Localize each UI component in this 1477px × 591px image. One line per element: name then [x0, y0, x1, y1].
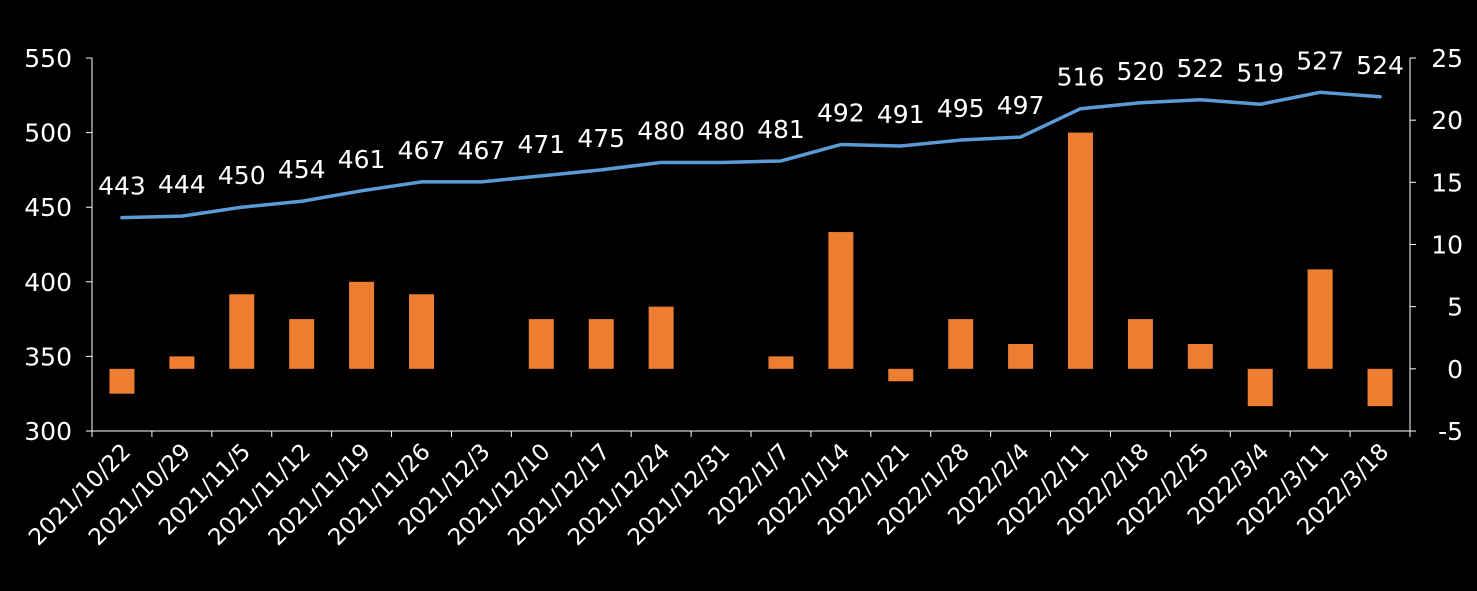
left-tick-400: 400 [24, 268, 72, 297]
bar-2021/11/12 [289, 319, 315, 369]
right-tick-15: 15 [1431, 168, 1463, 197]
data-label-2021/11/5: 450 [218, 161, 266, 190]
left-tick-450: 450 [24, 193, 72, 222]
bar-2022/3/11 [1307, 269, 1333, 369]
right-tick-10: 10 [1431, 231, 1463, 260]
data-label-2021/12/10: 471 [517, 130, 565, 159]
right-tick-20: 20 [1431, 106, 1463, 135]
data-label-2022/1/21: 491 [877, 100, 925, 129]
left-tick-350: 350 [24, 342, 72, 371]
right-tick-25: 25 [1431, 44, 1463, 73]
data-label-2022/2/18: 520 [1117, 57, 1165, 86]
bar-2022/3/4 [1247, 368, 1273, 407]
data-label-2022/3/18: 524 [1356, 51, 1404, 80]
data-label-2022/2/11: 516 [1057, 63, 1105, 92]
data-label-2021/11/26: 467 [398, 136, 446, 165]
bar-2021/12/10 [528, 319, 554, 369]
data-labels: 443 444 450 454 461 467 467 471 475 480 480 481 492 4… [98, 46, 1404, 200]
left-tick-550: 550 [24, 44, 72, 73]
data-label-2022/3/11: 527 [1296, 46, 1344, 75]
data-label-2021/12/24: 480 [637, 116, 685, 145]
bar-2021/11/19 [349, 281, 375, 369]
right-tick-0: 0 [1447, 355, 1463, 384]
bar-series [109, 132, 1393, 407]
data-label-2022/1/28: 495 [937, 94, 985, 123]
bar-2022/2/11 [1068, 132, 1093, 369]
bar-2021/11/26 [409, 294, 434, 369]
bar-2022/2/25 [1187, 343, 1213, 369]
data-label-2021/11/19: 461 [338, 145, 386, 174]
bar-2022/1/28 [948, 319, 974, 369]
right-tick--5: -5 [1438, 417, 1463, 446]
data-label-2022/1/14: 492 [817, 99, 865, 128]
data-label-2021/12/17: 475 [577, 124, 625, 153]
bar-2022/2/4 [1008, 343, 1034, 369]
bar-2021/10/22 [109, 368, 135, 394]
data-label-2021/12/31: 480 [697, 116, 745, 145]
left-tick-300: 300 [24, 417, 72, 446]
data-label-2021/11/12: 454 [278, 155, 326, 184]
bar-2021/12/17 [588, 319, 614, 369]
data-label-2021/12/3: 467 [458, 136, 506, 165]
bar-2022/1/14 [828, 232, 854, 369]
right-tick-5: 5 [1447, 293, 1463, 322]
data-label-2022/2/4: 497 [997, 91, 1045, 120]
bar-2021/10/29 [169, 356, 195, 369]
line-path [120, 90, 1382, 220]
data-label-2022/3/4: 519 [1236, 58, 1284, 87]
data-label-2021/10/22: 443 [98, 172, 146, 201]
bar-2022/3/18 [1367, 368, 1393, 407]
bar-2022/1/21 [888, 368, 914, 382]
bar-2021/11/5 [229, 294, 255, 369]
line-series [120, 90, 1382, 220]
bar-2022/2/18 [1127, 319, 1153, 369]
bar-2021/12/24 [648, 306, 674, 369]
data-label-2021/10/29: 444 [158, 170, 206, 199]
data-label-2022/2/25: 522 [1176, 54, 1224, 83]
bar-2022/1/7 [768, 356, 794, 369]
left-tick-500: 500 [24, 119, 72, 148]
data-label-2022/1/7: 481 [757, 115, 805, 144]
